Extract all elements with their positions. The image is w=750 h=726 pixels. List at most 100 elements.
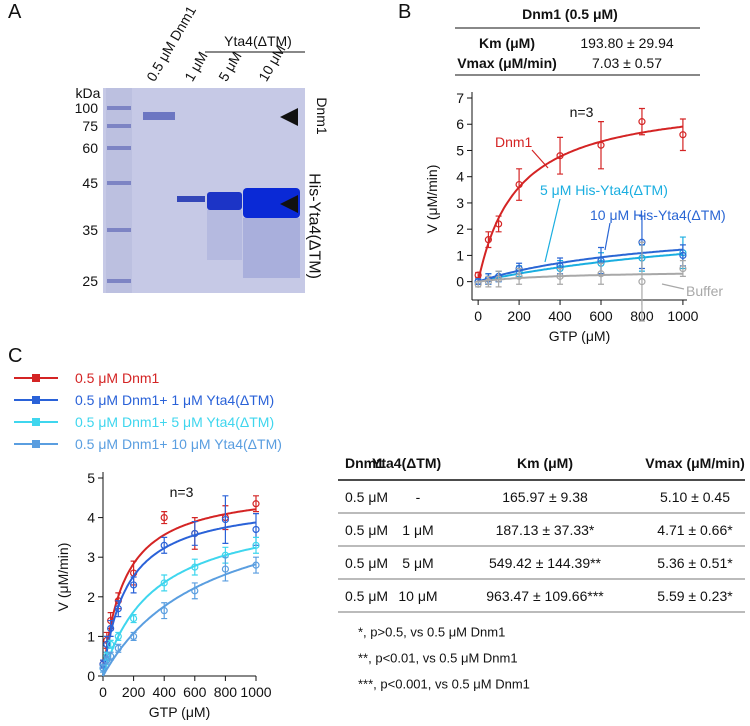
data-point <box>191 587 199 595</box>
data-point <box>191 529 199 538</box>
group-label: Yta4(ΔTM) <box>224 33 292 49</box>
legend-label: 0.5 μM Dnm1+ 10 μM Yta4(ΔTM) <box>75 436 282 452</box>
data-point <box>130 581 138 589</box>
error-bar <box>516 267 523 285</box>
error-bar <box>161 536 168 554</box>
error-bar <box>598 262 604 285</box>
data-point <box>99 664 107 672</box>
table-header: Vmax (μM/min) <box>645 455 745 471</box>
y-tick-label: 6 <box>456 116 464 132</box>
table-cell: 0.5 μM <box>345 555 388 571</box>
footnote: *, p>0.5, vs 0.5 μM Dnm1 <box>358 625 505 640</box>
y-tick-label: 5 <box>87 470 95 486</box>
fit-curve <box>102 546 257 677</box>
marker-band <box>107 279 131 283</box>
data-point <box>556 152 564 160</box>
data-point <box>679 131 687 139</box>
x-tick-label: 400 <box>548 308 572 324</box>
annotation: n=3 <box>570 104 594 120</box>
data-point <box>221 515 229 524</box>
marker-lane <box>106 88 132 293</box>
marker-label: 45 <box>82 175 98 191</box>
error-bar <box>679 260 686 277</box>
y-tick-label: 1 <box>87 628 95 644</box>
table-cell: 5.10 ± 0.45 <box>660 489 730 505</box>
data-point <box>597 141 605 149</box>
fit-curve <box>477 252 683 283</box>
x-tick-label: 600 <box>183 684 207 700</box>
arrowhead <box>280 195 298 213</box>
arrowhead <box>280 108 298 126</box>
error-bar <box>130 576 137 594</box>
band-label: Dnm1 <box>314 97 330 135</box>
table-cell: 4.71 ± 0.66* <box>657 522 733 538</box>
fit-curve <box>477 248 683 283</box>
data-point <box>679 251 687 260</box>
table-cell: 165.97 ± 9.38 <box>502 489 588 505</box>
data-point <box>252 541 260 549</box>
marker-band <box>107 228 131 232</box>
marker-band <box>107 124 131 128</box>
marker-band <box>107 106 131 110</box>
error-bar <box>253 556 259 574</box>
table-header: Yta4(ΔTM) <box>372 455 441 471</box>
error-bar <box>161 602 168 620</box>
data-point <box>252 561 260 569</box>
data-point <box>252 500 260 508</box>
leader-line <box>531 149 549 169</box>
y-tick-label: 0 <box>87 668 95 684</box>
annotation: n=3 <box>170 484 194 500</box>
data-point <box>515 180 523 189</box>
data-point <box>252 525 260 534</box>
data-point <box>130 632 138 641</box>
table-cell: 963.47 ± 109.66*** <box>486 588 604 604</box>
error-bar <box>485 231 492 249</box>
band <box>207 192 242 210</box>
fit-curve <box>102 508 257 677</box>
gel-image <box>103 51 305 293</box>
marker-label: 75 <box>82 118 98 134</box>
data-point <box>160 513 168 522</box>
legend-label: 0.5 μM Dnm1+ 5 μM Yta4(ΔTM) <box>75 414 274 430</box>
series-label: 10 μM His-Yta4(ΔTM) <box>590 207 726 223</box>
y-tick-label: 2 <box>87 589 95 605</box>
y-tick-label: 2 <box>456 221 464 237</box>
y-tick-label: 3 <box>87 549 95 565</box>
data-point <box>556 272 564 280</box>
series-label: 5 μM His-Yta4(ΔTM) <box>540 182 668 198</box>
table-cell: Km (μM) <box>479 35 535 51</box>
fit-curve <box>102 521 257 677</box>
x-tick-label: 0 <box>99 684 107 700</box>
table-cell: Vmax (μM/min) <box>457 55 557 71</box>
x-tick-label: 200 <box>122 684 146 700</box>
band <box>177 196 205 202</box>
panel-label: C <box>8 345 22 367</box>
data-point <box>114 632 122 641</box>
table-cell: 193.80 ± 29.94 <box>580 35 674 51</box>
error-bar <box>598 121 604 170</box>
marker-label: 60 <box>82 140 98 156</box>
x-tick-label: 400 <box>153 684 177 700</box>
table-title: Dnm1 (0.5 μM) <box>522 6 618 22</box>
marker-label: 100 <box>75 100 99 116</box>
data-point <box>679 264 687 273</box>
error-bar <box>253 495 259 513</box>
marker-band <box>107 146 131 150</box>
gel-unit: kDa <box>76 85 101 101</box>
table-cell: 0.5 μM <box>345 522 388 538</box>
data-point <box>495 275 503 283</box>
marker-label: 25 <box>82 273 98 289</box>
error-bar <box>495 270 502 288</box>
x-tick-label: 600 <box>589 308 613 324</box>
table-cell: 10 μM <box>398 588 437 604</box>
y-axis-label: V (μM/min) <box>424 165 440 234</box>
x-tick-label: 1000 <box>667 308 698 324</box>
table-cell: 549.42 ± 144.39** <box>489 555 602 571</box>
table-cell: 187.13 ± 37.33* <box>496 522 595 538</box>
smear <box>207 210 242 260</box>
legend-label: 0.5 μM Dnm1 <box>75 370 160 386</box>
marker-label: 35 <box>82 222 98 238</box>
y-axis-label: V (μM/min) <box>55 543 71 612</box>
y-tick-label: 7 <box>456 90 464 106</box>
